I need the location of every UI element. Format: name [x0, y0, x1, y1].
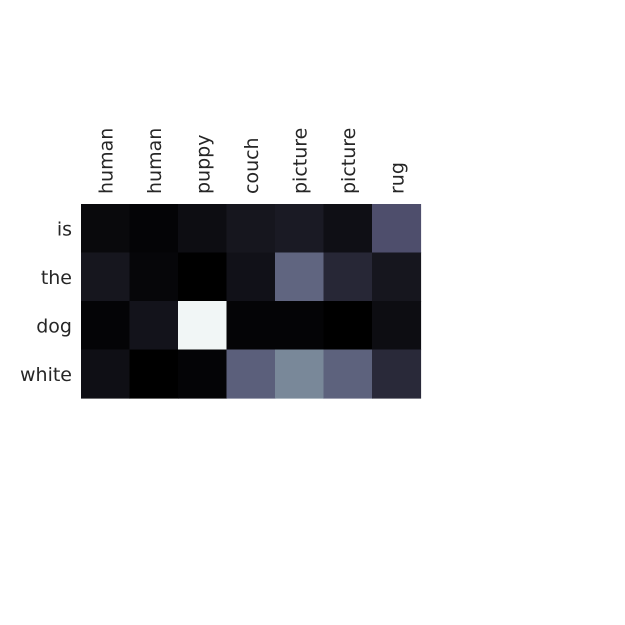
column-label: rug [386, 162, 408, 194]
row-label: white [20, 364, 72, 386]
heatmap-cell-the-human-0 [81, 252, 131, 302]
heatmap-cell-the-couch-3 [226, 252, 276, 302]
heatmap-cell-dog-human-0 [81, 301, 131, 351]
heatmap-cell-dog-puppy-2 [178, 301, 228, 351]
heatmap-cell-dog-picture-4 [275, 301, 325, 351]
column-label: picture [289, 128, 311, 194]
heatmap-cell-dog-human-1 [129, 301, 179, 351]
heatmap-cell-white-human-0 [81, 349, 131, 399]
heatmap-cell-the-picture-4 [275, 252, 325, 302]
heatmap-cell-the-rug-6 [372, 252, 422, 302]
heatmap-cell-dog-rug-6 [372, 301, 422, 351]
heatmap-cell-is-couch-3 [226, 204, 276, 254]
heatmap-cell-dog-couch-3 [226, 301, 276, 351]
heatmap-cell-white-picture-5 [323, 349, 373, 399]
column-label: puppy [192, 135, 214, 194]
heatmap-cell-the-picture-5 [323, 252, 373, 302]
heatmap-cell-white-human-1 [129, 349, 179, 399]
column-label: human [95, 128, 117, 194]
heatmap-cell-dog-picture-5 [323, 301, 373, 351]
heatmap-cell-is-picture-4 [275, 204, 325, 254]
heatmap-cell-white-puppy-2 [178, 349, 228, 399]
row-labels: is the dog white [20, 218, 72, 386]
heatmap-cell-is-human-1 [129, 204, 179, 254]
heatmap-cell-the-puppy-2 [178, 252, 228, 302]
heatmap-cell-is-picture-5 [323, 204, 373, 254]
heatmap-cell-white-picture-4 [275, 349, 325, 399]
row-label: the [41, 267, 72, 289]
column-label: couch [241, 137, 263, 194]
heatmap-cell-is-puppy-2 [178, 204, 228, 254]
column-label: human [144, 128, 166, 194]
heatmap-cell-white-couch-3 [226, 349, 276, 399]
heatmap-cell-the-human-1 [129, 252, 179, 302]
heatmap-cell-white-rug-6 [372, 349, 422, 399]
column-label: picture [338, 128, 360, 194]
heatmap-cell-is-rug-6 [372, 204, 422, 254]
heatmap-cells [81, 204, 422, 399]
row-label: dog [36, 315, 72, 337]
heatmap-cell-is-human-0 [81, 204, 131, 254]
row-label: is [57, 218, 72, 240]
column-labels: human human puppy couch picture picture rug [95, 128, 408, 194]
